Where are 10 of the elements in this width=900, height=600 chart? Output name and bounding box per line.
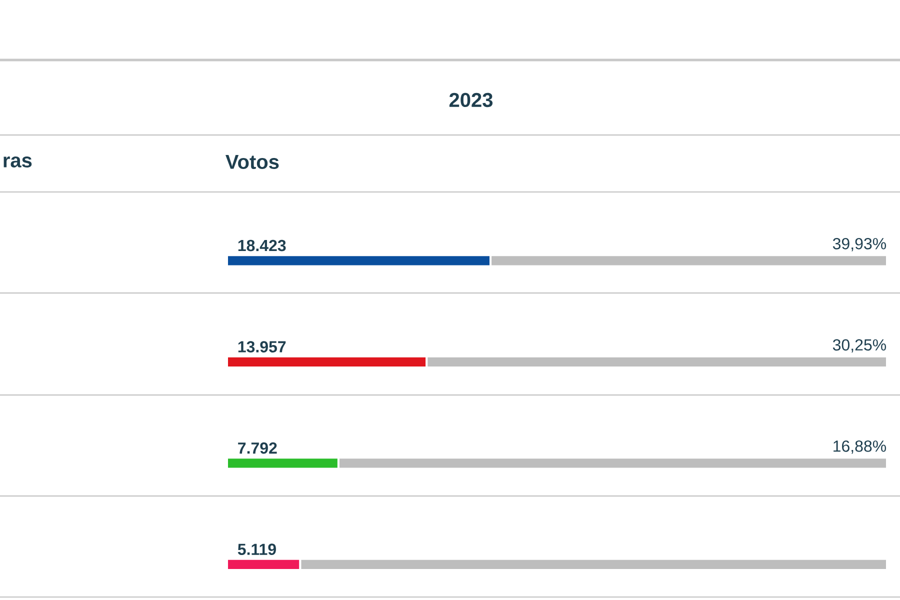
annotation: 16,88% [834, 440, 886, 454]
annotation: 30,25% [832, 339, 886, 352]
text: ras [4, 156, 32, 168]
x-axis-title: Votos [226, 155, 279, 169]
data-label: 5.119 [238, 544, 276, 555]
annotation: 39,93% [832, 238, 886, 252]
data-label: 13.957 [238, 341, 286, 352]
data-label: 7.792 [238, 442, 277, 454]
chart-title: 2023 [449, 92, 493, 108]
data-label: 18.423 [238, 240, 286, 252]
